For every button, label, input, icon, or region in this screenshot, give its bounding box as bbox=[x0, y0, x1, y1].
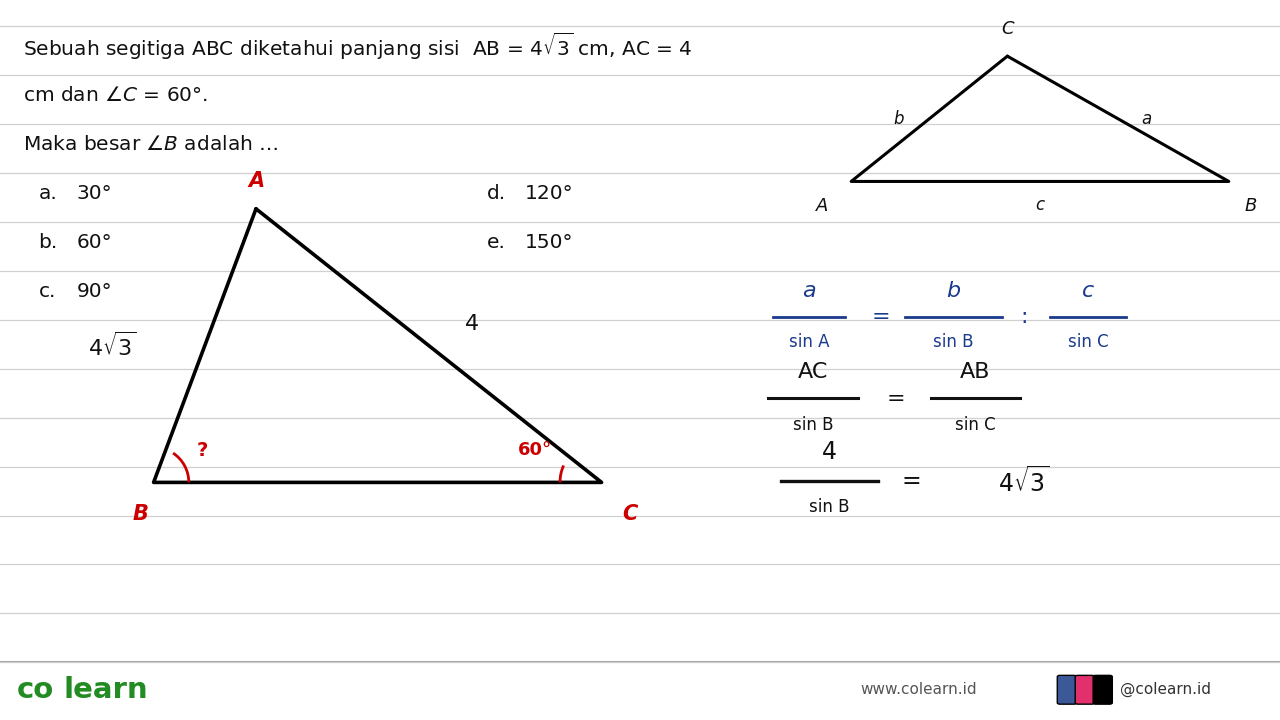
Text: b: b bbox=[946, 281, 961, 301]
Text: d.: d. bbox=[486, 184, 506, 203]
Text: a: a bbox=[803, 281, 815, 301]
Text: www.colearn.id: www.colearn.id bbox=[860, 683, 978, 697]
Text: $4\sqrt{3}$: $4\sqrt{3}$ bbox=[998, 466, 1050, 497]
Text: sin C: sin C bbox=[1068, 333, 1108, 351]
Text: sin B: sin B bbox=[792, 416, 833, 434]
Text: AB: AB bbox=[960, 361, 991, 382]
Text: $4\sqrt{3}$: $4\sqrt{3}$ bbox=[88, 331, 137, 360]
Text: Maka besar $\angle B$ adalah …: Maka besar $\angle B$ adalah … bbox=[23, 135, 278, 154]
Text: cm dan $\angle C$ = 60°.: cm dan $\angle C$ = 60°. bbox=[23, 86, 209, 105]
Text: e.: e. bbox=[486, 233, 506, 252]
Text: =: = bbox=[887, 389, 905, 409]
Text: sin A: sin A bbox=[788, 333, 829, 351]
Text: 4: 4 bbox=[465, 314, 479, 334]
Text: 60°: 60° bbox=[518, 441, 552, 459]
Text: c: c bbox=[1082, 281, 1094, 301]
Text: Sebuah segitiga ABC diketahui panjang sisi  AB = 4$\sqrt{3}$ cm, AC = 4: Sebuah segitiga ABC diketahui panjang si… bbox=[23, 31, 692, 63]
Text: C: C bbox=[1001, 20, 1014, 38]
Text: 30°: 30° bbox=[77, 184, 113, 203]
Text: :: : bbox=[1020, 307, 1028, 327]
Text: =: = bbox=[872, 307, 890, 327]
Text: @colearn.id: @colearn.id bbox=[1120, 682, 1211, 698]
Text: A: A bbox=[815, 197, 828, 215]
Text: sin C: sin C bbox=[955, 416, 996, 434]
Text: B: B bbox=[1244, 197, 1257, 215]
Text: co: co bbox=[17, 676, 54, 703]
Text: b.: b. bbox=[38, 233, 58, 252]
Text: ?: ? bbox=[197, 441, 207, 459]
Text: A: A bbox=[248, 171, 264, 191]
Text: sin B: sin B bbox=[809, 498, 850, 516]
Text: 60°: 60° bbox=[77, 233, 113, 252]
Text: C: C bbox=[622, 504, 637, 524]
Text: AC: AC bbox=[797, 361, 828, 382]
Text: 4: 4 bbox=[822, 441, 837, 464]
Text: 90°: 90° bbox=[77, 282, 113, 301]
Text: 150°: 150° bbox=[525, 233, 573, 252]
Text: 120°: 120° bbox=[525, 184, 573, 203]
FancyBboxPatch shape bbox=[1093, 675, 1112, 704]
Text: b: b bbox=[893, 110, 904, 128]
Text: B: B bbox=[133, 504, 148, 524]
Text: a.: a. bbox=[38, 184, 58, 203]
Text: a: a bbox=[1142, 110, 1152, 128]
FancyBboxPatch shape bbox=[1057, 675, 1076, 704]
Text: c.: c. bbox=[38, 282, 56, 301]
Text: c: c bbox=[1036, 196, 1044, 214]
Text: learn: learn bbox=[64, 676, 148, 703]
Text: sin B: sin B bbox=[933, 333, 974, 351]
Text: =: = bbox=[901, 469, 922, 493]
FancyBboxPatch shape bbox=[1075, 675, 1094, 704]
